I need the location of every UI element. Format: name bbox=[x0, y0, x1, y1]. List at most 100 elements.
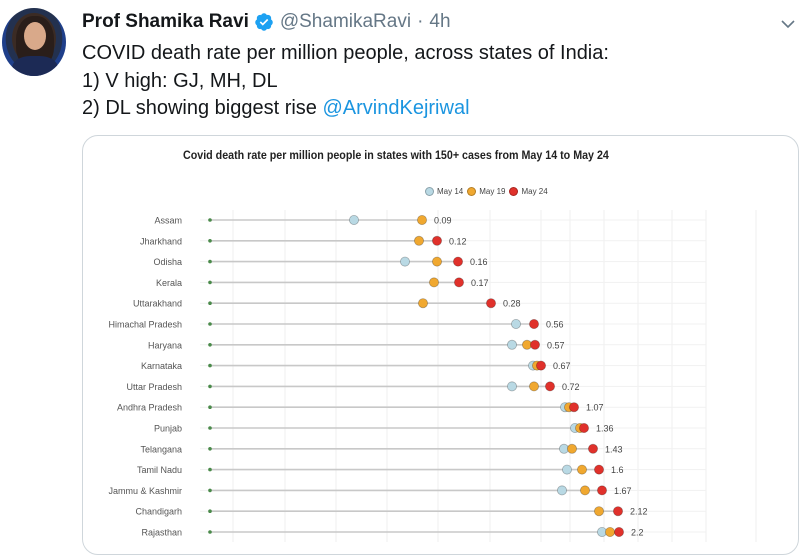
tweet-header: Prof Shamika Ravi @ShamikaRavi · 4h bbox=[82, 10, 451, 34]
state-label: Uttarakhand bbox=[133, 299, 182, 309]
legend-label-may24: May 24 bbox=[521, 187, 548, 196]
origin-dot bbox=[208, 447, 212, 451]
avatar[interactable] bbox=[2, 8, 66, 76]
chart-title: Covid death rate per million people in s… bbox=[183, 150, 609, 162]
origin-dot bbox=[208, 280, 212, 285]
state-label: Kerala bbox=[156, 278, 182, 288]
value-label: 1.36 bbox=[596, 424, 614, 434]
data-point-may24 bbox=[452, 256, 463, 267]
value-label: 1.07 bbox=[586, 403, 604, 413]
state-label: Haryana bbox=[148, 340, 182, 350]
data-point-may24 bbox=[587, 443, 598, 454]
data-point-may14 bbox=[561, 464, 572, 475]
tweet-line-3: 2) DL showing biggest rise @ArvindKejriw… bbox=[82, 95, 609, 123]
origin-dot bbox=[208, 218, 212, 222]
origin-dot bbox=[208, 384, 212, 389]
mention-link[interactable]: @ArvindKejriwal bbox=[322, 97, 470, 119]
tweet-text: COVID death rate per million people, acr… bbox=[82, 40, 609, 123]
origin-dot bbox=[208, 488, 212, 493]
origin-dot bbox=[208, 301, 212, 305]
state-label: Jammu & Kashmir bbox=[108, 486, 182, 496]
data-point-may24 bbox=[528, 318, 539, 329]
state-label: Karnataka bbox=[141, 361, 182, 371]
origin-dot bbox=[208, 405, 212, 410]
data-point-may24 bbox=[593, 464, 604, 475]
data-point-may19 bbox=[605, 526, 616, 537]
origin-dot bbox=[208, 467, 212, 472]
state-label: Punjab bbox=[154, 424, 182, 434]
origin-dot bbox=[208, 239, 212, 243]
state-label: Himachal Pradesh bbox=[108, 320, 182, 330]
data-point-may19 bbox=[528, 381, 539, 392]
data-point-may14 bbox=[506, 339, 517, 350]
data-point-may24 bbox=[485, 298, 496, 309]
origin-dot bbox=[208, 530, 212, 534]
value-label: 1.6 bbox=[611, 465, 624, 475]
value-label: 0.28 bbox=[503, 299, 521, 309]
data-point-may24 bbox=[578, 422, 589, 433]
data-point-may14 bbox=[556, 485, 567, 496]
origin-dot bbox=[208, 363, 212, 368]
author-name[interactable]: Prof Shamika Ravi bbox=[82, 11, 249, 32]
timestamp[interactable]: 4h bbox=[429, 11, 451, 32]
value-label: 0.72 bbox=[562, 382, 580, 392]
legend-swatch-may24 bbox=[509, 187, 519, 196]
state-label: Tamil Nadu bbox=[137, 465, 182, 475]
state-label: Odisha bbox=[153, 257, 182, 267]
data-point-may24 bbox=[568, 402, 579, 413]
verified-badge-icon bbox=[255, 13, 273, 31]
origin-dot bbox=[208, 509, 212, 513]
data-point-may14 bbox=[348, 215, 359, 226]
value-label: 0.16 bbox=[470, 257, 488, 267]
value-label: 0.12 bbox=[449, 236, 467, 246]
value-label: 2.12 bbox=[630, 507, 648, 517]
value-label: 0.17 bbox=[471, 278, 489, 288]
data-point-may19 bbox=[566, 443, 577, 454]
chevron-down-icon[interactable] bbox=[780, 18, 796, 30]
data-point-may24 bbox=[597, 485, 608, 496]
value-label: 0.09 bbox=[434, 216, 452, 226]
state-label: Chandigarh bbox=[135, 507, 182, 517]
legend-label-may14: May 14 bbox=[437, 187, 464, 196]
data-point-may14 bbox=[510, 318, 521, 329]
avatar-shirt bbox=[12, 56, 58, 76]
data-point-may24 bbox=[613, 506, 624, 517]
author-handle[interactable]: @ShamikaRavi bbox=[279, 11, 412, 32]
data-point-may19 bbox=[431, 256, 442, 267]
legend-swatch-may14 bbox=[425, 187, 434, 196]
origin-dot bbox=[208, 322, 212, 326]
data-point-may24 bbox=[431, 235, 442, 246]
data-point-may19 bbox=[417, 298, 428, 309]
tweet-line-1: COVID death rate per million people, acr… bbox=[82, 42, 609, 64]
chart-legend: May 14 May 19 May 24 bbox=[421, 187, 548, 196]
data-point-may14 bbox=[506, 381, 517, 392]
data-point-may19 bbox=[416, 215, 427, 226]
legend-label-may19: May 19 bbox=[479, 187, 506, 196]
data-point-may24 bbox=[529, 339, 540, 350]
data-point-may24 bbox=[614, 526, 625, 537]
chart-image-card[interactable]: Covid death rate per million people in s… bbox=[82, 135, 799, 555]
data-point-may24 bbox=[544, 381, 555, 392]
data-point-may19 bbox=[593, 506, 604, 517]
value-label: 1.67 bbox=[614, 486, 632, 496]
data-point-may24 bbox=[535, 360, 546, 371]
state-label: Telangana bbox=[140, 444, 182, 454]
state-label: Jharkhand bbox=[140, 236, 182, 246]
data-point-may24 bbox=[453, 277, 464, 288]
origin-dot bbox=[208, 343, 212, 347]
tweet-line-3-text: 2) DL showing biggest rise bbox=[82, 97, 323, 119]
data-point-may19 bbox=[576, 464, 587, 475]
value-label: 1.43 bbox=[605, 444, 623, 454]
legend-swatch-may19 bbox=[467, 187, 477, 196]
value-label: 0.67 bbox=[553, 361, 571, 371]
data-point-may19 bbox=[428, 277, 439, 288]
data-point-may19 bbox=[579, 485, 590, 496]
tweet-line-2: 1) V high: GJ, MH, DL bbox=[82, 69, 278, 92]
value-label: 2.2 bbox=[631, 528, 644, 538]
value-label: 0.57 bbox=[547, 340, 565, 350]
separator-dot: · bbox=[417, 11, 424, 32]
state-label: Andhra Pradesh bbox=[117, 403, 182, 413]
data-point-may14 bbox=[399, 256, 410, 267]
data-point-may19 bbox=[413, 235, 424, 246]
state-label: Assam bbox=[154, 216, 182, 226]
